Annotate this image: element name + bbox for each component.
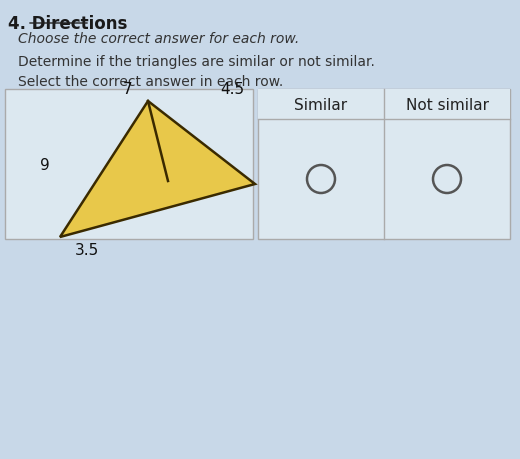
Text: 3.5: 3.5	[75, 242, 99, 257]
FancyBboxPatch shape	[258, 90, 510, 120]
Text: Similar: Similar	[294, 97, 347, 112]
Text: 9: 9	[40, 157, 50, 172]
Text: Determine if the triangles are similar or not similar.: Determine if the triangles are similar o…	[18, 55, 375, 69]
Text: Choose the correct answer for each row.: Choose the correct answer for each row.	[18, 32, 299, 46]
Polygon shape	[60, 102, 255, 237]
Text: Select the correct answer in each row.: Select the correct answer in each row.	[18, 75, 283, 89]
FancyBboxPatch shape	[5, 90, 253, 240]
FancyBboxPatch shape	[258, 90, 510, 240]
Text: 7: 7	[123, 82, 133, 97]
Text: Not similar: Not similar	[406, 97, 488, 112]
Text: 4. Directions: 4. Directions	[8, 15, 127, 33]
Text: 4.5: 4.5	[220, 82, 244, 97]
